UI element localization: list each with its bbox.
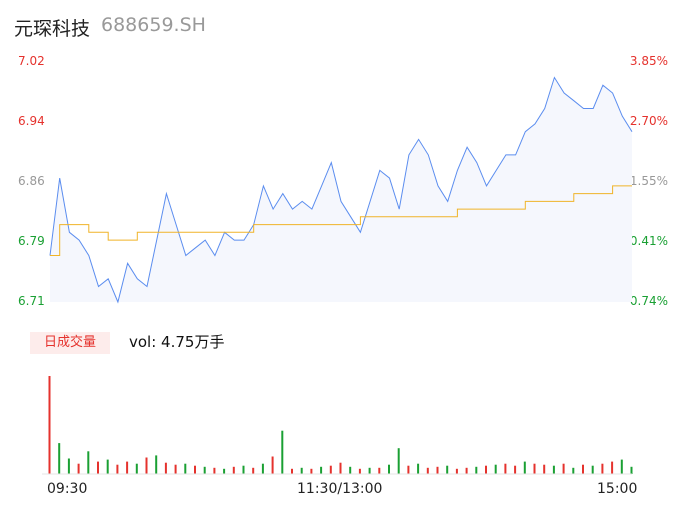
price-area-fill bbox=[50, 77, 632, 302]
volume-bar bbox=[97, 461, 99, 474]
volume-bar bbox=[572, 467, 575, 474]
volume-bar bbox=[194, 465, 196, 474]
stock-name: 元琛科技 bbox=[14, 18, 91, 40]
volume-bar bbox=[514, 465, 517, 474]
volume-bar bbox=[67, 458, 70, 474]
volume-bar bbox=[291, 468, 293, 474]
volume-bar bbox=[77, 463, 80, 474]
volume-bar bbox=[504, 463, 507, 474]
volume-bar bbox=[552, 465, 555, 474]
volume-bar bbox=[426, 467, 429, 474]
average-price-line bbox=[50, 185, 632, 256]
volume-bar bbox=[407, 465, 410, 474]
volume-bar bbox=[155, 455, 158, 474]
volume-bar bbox=[485, 465, 487, 474]
volume-bar bbox=[397, 448, 400, 474]
volume-bar bbox=[523, 461, 526, 474]
volume-bar bbox=[601, 463, 604, 474]
time-label-open: 09:30 bbox=[47, 481, 88, 497]
volume-bar bbox=[378, 467, 381, 474]
volume-bar bbox=[329, 465, 332, 474]
volume-bar bbox=[368, 467, 371, 474]
price-axis-label: 6.71 bbox=[18, 294, 45, 308]
volume-bar bbox=[620, 459, 623, 474]
time-label-close: 15:00 bbox=[597, 481, 638, 497]
percent-axis-label: 1.55% bbox=[629, 174, 668, 188]
volume-bar bbox=[58, 443, 61, 474]
volume-bar bbox=[232, 466, 235, 474]
volume-bar bbox=[562, 463, 565, 474]
percent-axis-label: 3.85% bbox=[629, 54, 668, 68]
volume-bar bbox=[281, 430, 284, 474]
volume-value: vol: 4.75万手 bbox=[129, 333, 225, 351]
volume-bar bbox=[116, 464, 119, 474]
volume-bar bbox=[436, 466, 439, 474]
volume-bar bbox=[543, 464, 546, 474]
volume-bar bbox=[135, 463, 138, 474]
volume-bar bbox=[475, 466, 478, 474]
volume-bar bbox=[630, 466, 633, 474]
volume-bar bbox=[349, 466, 352, 474]
volume-bar bbox=[252, 467, 255, 474]
price-axis-label: 6.86 bbox=[18, 174, 45, 188]
volume-bar bbox=[300, 467, 303, 474]
volume-bar bbox=[358, 468, 361, 474]
volume-bar bbox=[494, 464, 497, 474]
volume-bar bbox=[417, 463, 420, 474]
volume-bar bbox=[223, 468, 226, 474]
volume-bar bbox=[339, 462, 342, 474]
volume-bar bbox=[271, 456, 274, 474]
volume-bar bbox=[261, 463, 264, 474]
percent-axis-label: -0.74% bbox=[625, 294, 668, 308]
volume-bar bbox=[184, 463, 187, 474]
stock-code: 688659.SH bbox=[101, 14, 206, 36]
volume-bar bbox=[465, 467, 468, 474]
volume-bar bbox=[48, 376, 51, 474]
volume-bar bbox=[582, 464, 584, 474]
volume-bar bbox=[320, 466, 323, 474]
percent-axis-label: 2.70% bbox=[629, 114, 668, 128]
price-axis-label: 6.94 bbox=[18, 114, 45, 128]
volume-bar bbox=[455, 468, 458, 474]
volume-bar bbox=[242, 465, 245, 474]
time-label-midday: 11:30/13:00 bbox=[297, 481, 383, 497]
price-axis-label: 6.79 bbox=[18, 234, 45, 248]
volume-bar bbox=[126, 461, 129, 474]
volume-bar bbox=[145, 457, 148, 474]
volume-bar bbox=[203, 466, 206, 474]
volume-bar bbox=[611, 461, 614, 474]
volume-bar bbox=[533, 463, 536, 474]
volume-bar bbox=[106, 459, 109, 474]
volume-bar bbox=[174, 464, 177, 474]
percent-axis-label: 0.41% bbox=[629, 234, 668, 248]
volume-bar bbox=[213, 467, 216, 474]
volume-bar bbox=[446, 465, 449, 474]
price-axis-label: 7.02 bbox=[18, 54, 45, 68]
volume-bar bbox=[87, 451, 90, 474]
price-line bbox=[49, 76, 633, 304]
volume-badge[interactable]: 日成交量 bbox=[30, 332, 110, 354]
volume-bar bbox=[164, 462, 167, 474]
volume-bar bbox=[310, 468, 313, 474]
volume-bar bbox=[591, 465, 594, 474]
volume-bar bbox=[388, 464, 390, 474]
